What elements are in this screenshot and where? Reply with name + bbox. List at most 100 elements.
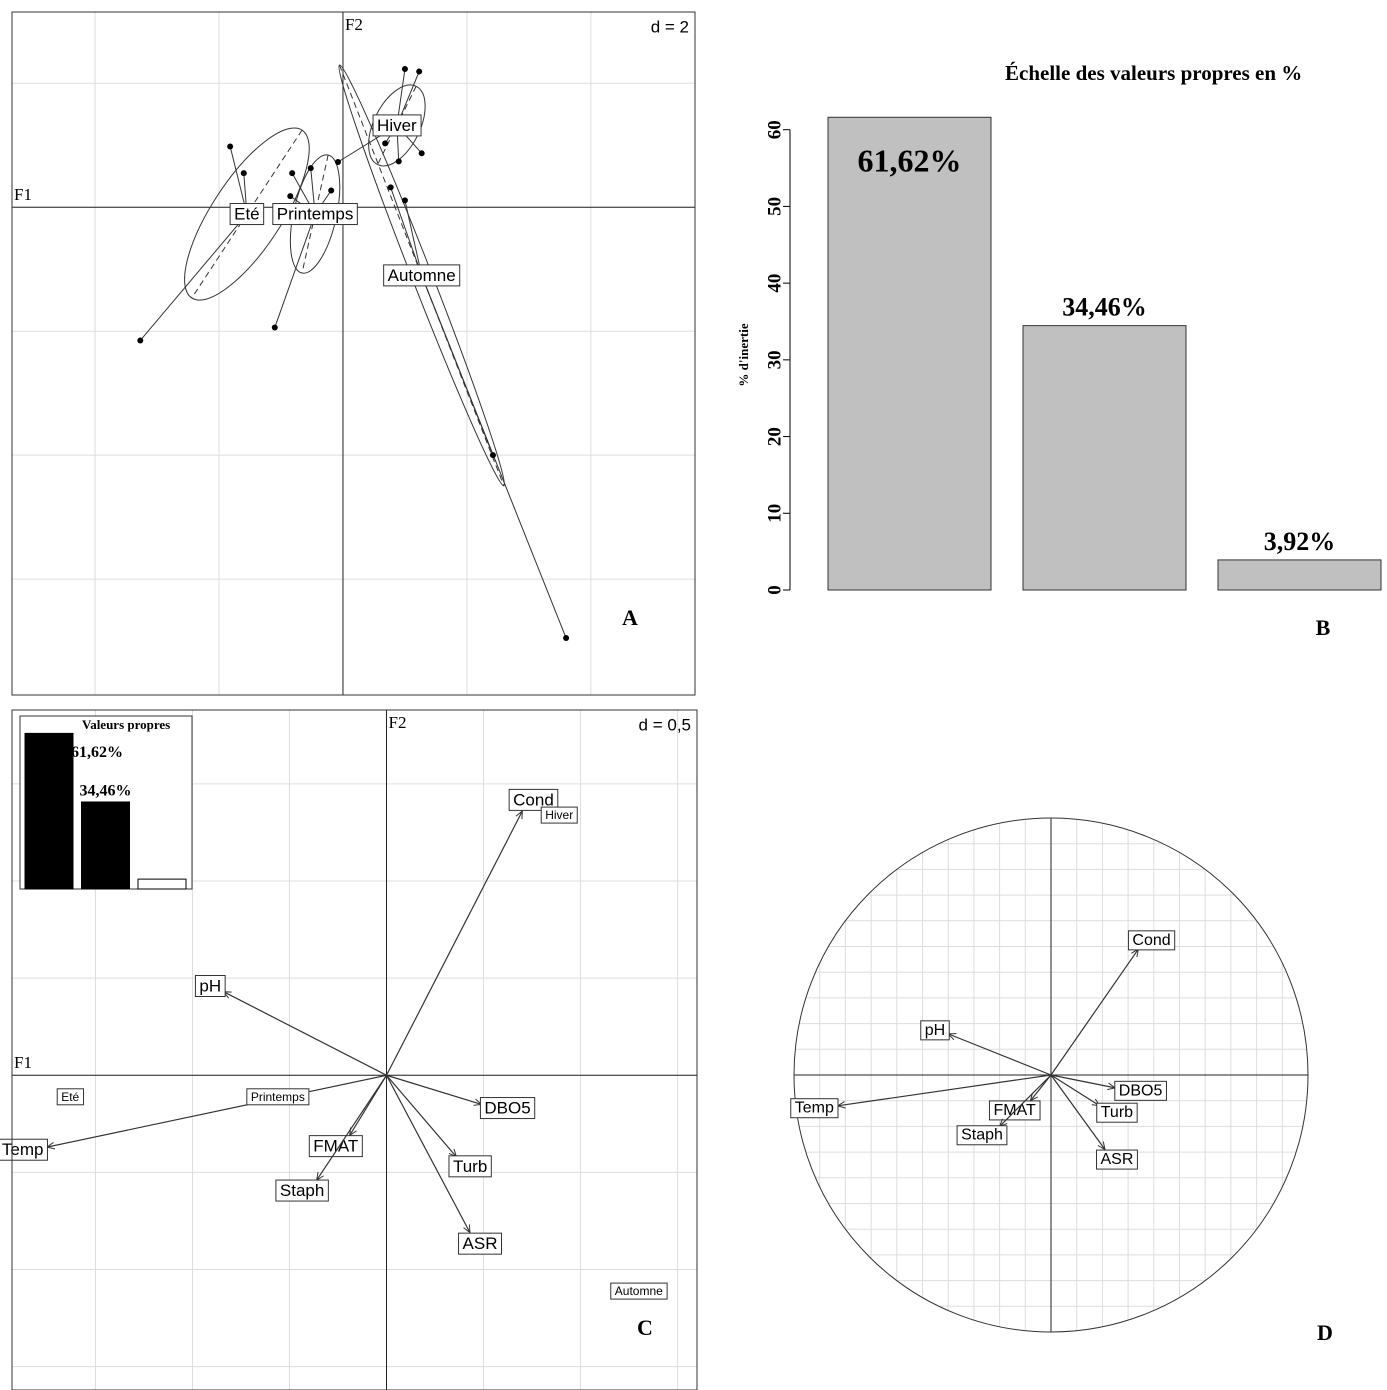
variable-label: Temp	[790, 1098, 839, 1119]
variable-label-box	[1096, 1149, 1138, 1170]
variable-arrow	[47, 1074, 387, 1147]
variable-label-box	[508, 788, 559, 811]
variable-label-box	[194, 974, 226, 997]
variable-label-group: Turb	[1096, 1102, 1138, 1123]
variable-label-text: DBO5	[484, 1099, 530, 1118]
variable-arrow	[386, 1074, 482, 1104]
inset-bar	[24, 732, 74, 890]
point	[401, 66, 408, 73]
bar	[827, 116, 992, 591]
variable-label-group: pH	[920, 1020, 950, 1041]
variable-arrow	[1050, 1074, 1100, 1106]
y-tick-label: 30	[764, 350, 785, 369]
panel-letter: A	[622, 605, 638, 630]
class-label-text: Printemps	[251, 1090, 305, 1104]
class-label: Hiver	[540, 806, 578, 824]
group-label-text: Eté	[234, 205, 260, 224]
variable-label-group: ASR	[458, 1232, 503, 1255]
variable-label-text: ASR	[463, 1234, 498, 1253]
group-label-box	[383, 264, 461, 287]
value-label: 34,46%	[1062, 293, 1147, 322]
inset-value-label: 61,62%	[71, 744, 123, 761]
group-label-box	[372, 114, 422, 137]
class-label-box	[540, 806, 578, 824]
y-tick-label: 20	[764, 427, 785, 446]
panel-frame	[11, 709, 698, 1390]
class-label: Automne	[610, 1282, 668, 1300]
star-line	[229, 146, 248, 215]
group-label: Hiver	[372, 114, 422, 137]
variable-label: Staph	[956, 1125, 1008, 1146]
group-label: Automne	[383, 264, 461, 287]
variable-label-text: pH	[925, 1022, 945, 1039]
point	[489, 452, 496, 459]
panel-letter: D	[1317, 1320, 1333, 1345]
y-tick-label: 0	[764, 585, 785, 595]
class-label: Printemps	[246, 1088, 310, 1106]
class-label-text: Hiver	[545, 808, 573, 822]
scale-label: d = 2	[651, 17, 689, 36]
variable-arrow	[1030, 1074, 1052, 1101]
y-axis-label: % d'inertie	[736, 323, 751, 386]
group-label-text: Hiver	[377, 116, 417, 135]
variable-label-box	[1096, 1102, 1138, 1123]
variable-label-text: FMAT	[313, 1137, 358, 1156]
point	[401, 197, 408, 204]
variable-label-text: Temp	[2, 1140, 44, 1159]
chart-title: Échelle des valeurs propres en %	[1005, 61, 1302, 85]
group-label-text: Automne	[388, 266, 456, 285]
variable-label-box	[275, 1179, 329, 1202]
variable-label: Turb	[448, 1155, 492, 1178]
variable-arrow	[1050, 1074, 1105, 1150]
variable-label: Temp	[0, 1138, 48, 1161]
variable-label: DBO5	[1114, 1080, 1167, 1101]
variable-arrow	[838, 1074, 1052, 1106]
point	[289, 170, 296, 177]
y-tick-label: 40	[764, 274, 785, 293]
variable-arrow	[1050, 949, 1138, 1076]
variable-label-group: DBO5	[479, 1097, 536, 1120]
point	[418, 150, 425, 157]
x-axis-label: F1	[14, 1053, 32, 1072]
class-label-box	[246, 1088, 310, 1106]
point	[287, 193, 294, 200]
variable-label: Cond	[508, 788, 559, 811]
variable-label-box	[956, 1125, 1008, 1146]
class-label-box	[56, 1088, 85, 1106]
variable-label-group: Staph	[956, 1125, 1008, 1146]
scale-label: d = 0,5	[639, 715, 691, 734]
point	[563, 634, 570, 641]
star-line	[390, 187, 423, 276]
inset-bar	[137, 878, 187, 890]
variable-label-box	[479, 1097, 536, 1120]
star-line	[404, 200, 423, 276]
group-label: Printemps	[272, 203, 358, 226]
variable-label: ASR	[1096, 1149, 1138, 1170]
variable-label-text: ASR	[1101, 1151, 1134, 1168]
bar	[1022, 325, 1187, 591]
variable-arrow	[1000, 1074, 1052, 1126]
value-label: 3,92%	[1264, 527, 1336, 556]
variable-label-group: pH	[194, 974, 226, 997]
variable-label-group: DBO5	[1114, 1080, 1167, 1101]
point	[395, 158, 402, 165]
variable-label: pH	[920, 1020, 950, 1041]
point	[335, 158, 342, 165]
correlation-circle	[793, 817, 1309, 1333]
variable-arrow	[386, 1074, 457, 1157]
point	[271, 324, 278, 331]
variable-label-group: Temp	[790, 1098, 839, 1119]
variable-arrow	[385, 1074, 470, 1232]
class-label-text: Automne	[615, 1284, 663, 1298]
panel-letter: C	[637, 1315, 653, 1340]
y-axis-label: F2	[345, 15, 363, 34]
inset-bar	[81, 801, 130, 890]
variable-label: Cond	[1127, 930, 1176, 951]
variable-label-group: Staph	[275, 1179, 329, 1202]
panel-frame	[11, 11, 696, 696]
point	[227, 143, 234, 150]
variable-label-group: ASR	[1096, 1149, 1138, 1170]
variable-label-group: FMAT	[308, 1135, 363, 1158]
inset-title: Valeurs propres	[82, 717, 170, 732]
